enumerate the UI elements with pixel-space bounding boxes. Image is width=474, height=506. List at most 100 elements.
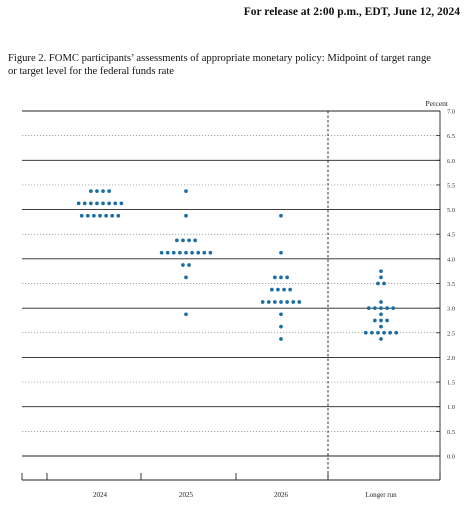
- participant-dot: [373, 318, 377, 323]
- participant-dot: [279, 312, 283, 317]
- participant-dot: [187, 263, 191, 267]
- caption-line-2: or target level for the federal funds ra…: [8, 66, 174, 77]
- figure-caption: Figure 2. FOMC participants’ assessments…: [8, 52, 466, 78]
- y-tick-label: 4.0: [447, 256, 455, 263]
- participant-dot: [79, 213, 84, 218]
- participant-dot: [391, 306, 396, 310]
- participant-dot: [279, 324, 283, 329]
- participant-dot: [181, 238, 185, 243]
- participant-dot: [119, 201, 124, 206]
- participant-dot: [116, 213, 121, 218]
- participant-dot: [89, 201, 93, 206]
- participant-dot: [376, 330, 380, 335]
- participant-dot: [107, 201, 111, 206]
- participant-dot: [184, 275, 188, 280]
- participant-dot: [379, 337, 383, 341]
- y-tick-label: 7.0: [447, 109, 455, 116]
- y-tick-label: 2.0: [447, 355, 455, 362]
- participant-dot: [288, 287, 292, 292]
- participant-dot: [193, 238, 197, 243]
- y-tick-label: 0.5: [447, 429, 455, 436]
- participant-dot: [107, 189, 111, 193]
- participant-dot: [175, 238, 179, 243]
- participant-dot: [279, 275, 283, 280]
- participant-dot: [370, 330, 374, 335]
- participant-dot: [266, 300, 271, 304]
- caption-line-1: Figure 2. FOMC participants’ assessments…: [8, 53, 431, 64]
- participant-dot: [171, 250, 176, 255]
- participant-dot: [104, 213, 108, 218]
- participant-dot: [89, 189, 93, 193]
- x-category-label: 2024: [93, 491, 108, 499]
- participant-dot: [101, 201, 105, 206]
- participant-dot: [270, 287, 274, 292]
- participant-dot: [76, 201, 81, 206]
- participant-dot: [394, 330, 399, 335]
- participant-dot: [98, 213, 102, 218]
- participant-dot: [279, 213, 283, 218]
- participant-dot: [379, 312, 383, 317]
- participant-dot: [92, 213, 96, 218]
- participant-dot: [190, 250, 194, 255]
- participant-dot: [379, 306, 383, 310]
- participant-dot: [95, 201, 99, 206]
- participant-dot: [85, 213, 90, 218]
- participant-dot: [379, 275, 383, 280]
- participant-dot: [181, 263, 185, 267]
- participant-dot: [184, 213, 188, 218]
- participant-dot: [196, 250, 201, 255]
- participant-dot: [184, 312, 188, 317]
- participant-dot: [385, 306, 389, 310]
- participant-dot: [379, 300, 383, 304]
- participant-dot: [285, 300, 289, 304]
- x-category-label: Longer run: [365, 491, 397, 499]
- participant-dot: [202, 250, 207, 255]
- participant-dot: [260, 300, 265, 304]
- participant-dot: [178, 250, 182, 255]
- participant-dot: [273, 300, 277, 304]
- participant-dot: [382, 281, 386, 286]
- participant-dot: [279, 300, 283, 304]
- participant-dot: [363, 330, 368, 335]
- participant-dot: [297, 300, 302, 304]
- participant-dot: [279, 337, 283, 341]
- participant-dot: [82, 201, 87, 206]
- release-note: For release at 2:00 p.m., EDT, June 12, …: [243, 6, 460, 18]
- participant-dot: [388, 330, 392, 335]
- participant-dot: [113, 201, 118, 206]
- x-category-label: 2025: [179, 491, 194, 499]
- y-axis-label: Percent: [426, 99, 449, 108]
- participant-dot: [373, 306, 377, 310]
- participant-dot: [276, 287, 280, 292]
- y-tick-label: 6.0: [447, 158, 455, 165]
- y-tick-label: 1.5: [447, 380, 455, 387]
- participant-dot: [187, 238, 191, 243]
- participant-dot: [101, 189, 105, 193]
- participant-dot: [366, 306, 371, 310]
- participant-dot: [291, 300, 296, 304]
- participant-dot: [379, 318, 383, 323]
- y-tick-label: 0.0: [447, 454, 455, 461]
- participant-dot: [184, 250, 188, 255]
- participant-dot: [165, 250, 170, 255]
- y-tick-label: 1.0: [447, 404, 455, 411]
- participant-dot: [279, 250, 283, 255]
- participant-dot: [379, 324, 383, 329]
- y-tick-label: 6.5: [447, 133, 455, 140]
- participant-dot: [273, 275, 277, 280]
- participant-dot: [95, 189, 99, 193]
- participant-dot: [208, 250, 213, 255]
- participant-dot: [110, 213, 115, 218]
- y-tick-label: 5.0: [447, 207, 455, 214]
- x-category-label: 2026: [274, 491, 289, 499]
- participant-dot: [385, 318, 389, 323]
- participant-dot: [376, 281, 380, 286]
- y-tick-label: 3.5: [447, 281, 455, 288]
- participant-dot: [282, 287, 286, 292]
- participant-dot: [184, 189, 188, 193]
- y-tick-label: 2.5: [447, 330, 455, 337]
- participant-dot: [379, 269, 383, 274]
- participant-dot: [382, 330, 386, 335]
- y-tick-label: 3.0: [447, 306, 455, 313]
